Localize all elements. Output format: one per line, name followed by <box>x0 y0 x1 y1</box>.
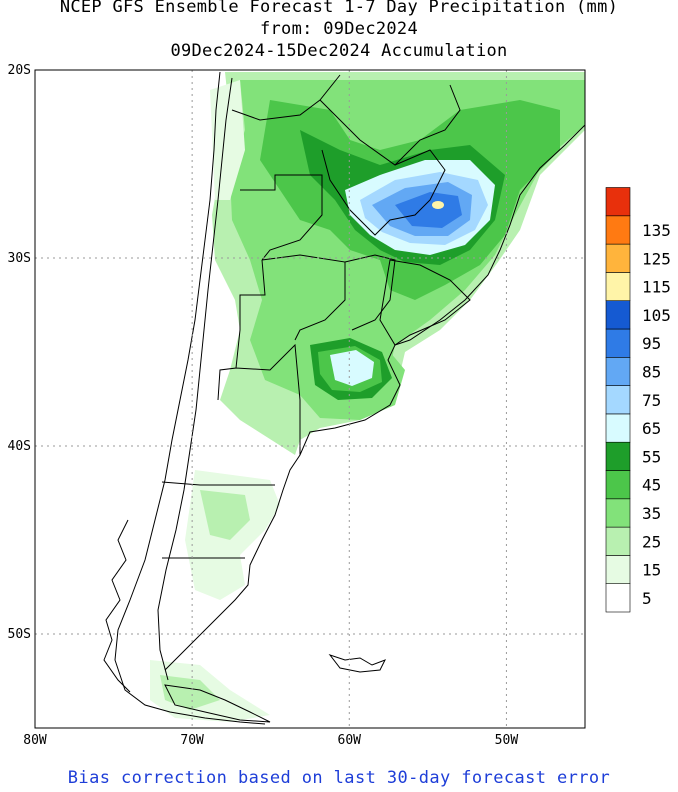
falkland-islands <box>328 654 387 673</box>
legend-label: 75 <box>642 391 661 410</box>
atlantic-coastline <box>164 124 585 671</box>
bias-correction-note: Bias correction based on last 30-day for… <box>67 768 611 788</box>
province-boundaries <box>161 174 396 559</box>
map-subtitle-date: from: 09Dec2024 <box>259 19 419 39</box>
legend-swatch <box>605 470 631 500</box>
lon-tick-label: 80W <box>23 733 47 748</box>
legend-label: 55 <box>642 447 661 466</box>
map-subtitle-period: 09Dec2024-15Dec2024 Accumulation <box>170 41 508 61</box>
legend-swatch <box>605 243 631 273</box>
legend-swatch <box>605 356 631 386</box>
andes-border <box>157 77 233 681</box>
legend-label: 5 <box>642 589 652 608</box>
paraguay-border <box>319 99 446 236</box>
brazil-border <box>394 84 461 166</box>
legend-label: 125 <box>642 249 671 268</box>
legend-swatch <box>605 328 631 358</box>
legend-swatch <box>605 300 631 330</box>
legend-swatch <box>605 555 631 585</box>
legend-swatch <box>605 215 631 245</box>
tierra-del-fuego <box>164 684 271 723</box>
lat-tick-label: 50S <box>8 627 31 642</box>
lon-tick-label: 50W <box>495 733 519 748</box>
coastlines-borders <box>103 71 585 725</box>
precip-area-tierra-15 <box>160 675 220 710</box>
legend-label: 115 <box>642 278 671 297</box>
precip-area-patagonia-15 <box>200 490 250 540</box>
precip-area-chile-north-5 <box>210 80 245 200</box>
legend-label: 65 <box>642 419 661 438</box>
legend-swatch <box>605 498 631 528</box>
legend-swatch <box>605 583 631 613</box>
precip-area-ba-65 <box>330 350 374 386</box>
legend-label: 135 <box>642 221 671 240</box>
legend-swatch <box>605 385 631 415</box>
bolivia-border <box>231 74 341 121</box>
legend-label: 45 <box>642 476 661 495</box>
map-frame <box>34 69 586 729</box>
legend-label: 35 <box>642 504 661 523</box>
legend-label: 25 <box>642 532 661 551</box>
legend-swatch <box>605 187 631 217</box>
legend-swatch <box>605 413 631 443</box>
legend-label: 85 <box>642 362 661 381</box>
lon-tick-label: 60W <box>338 733 362 748</box>
lat-tick-label: 30S <box>8 251 31 266</box>
lon-tick-label: 70W <box>180 733 204 748</box>
uruguay-border <box>379 259 471 346</box>
map-title: NCEP GFS Ensemble Forecast 1-7 Day Preci… <box>59 0 619 17</box>
lat-tick-label: 40S <box>8 439 31 454</box>
pacific-coastline <box>114 71 266 725</box>
legend-label: 105 <box>642 306 671 325</box>
legend-label: 15 <box>642 561 661 580</box>
precip-area-85 <box>395 192 462 228</box>
legend-swatch <box>605 441 631 471</box>
chilean-archipelago <box>103 519 131 693</box>
precipitation-legend: 5 15 25 35 45 55 65 75 85 95 105 115 125 135 <box>605 187 671 613</box>
legend-swatch <box>605 526 631 556</box>
lat-tick-label: 20S <box>8 63 31 78</box>
legend-swatch <box>605 272 631 301</box>
precip-max-105 <box>432 201 444 209</box>
legend-label: 95 <box>642 334 661 353</box>
precipitation-shading <box>150 72 585 722</box>
